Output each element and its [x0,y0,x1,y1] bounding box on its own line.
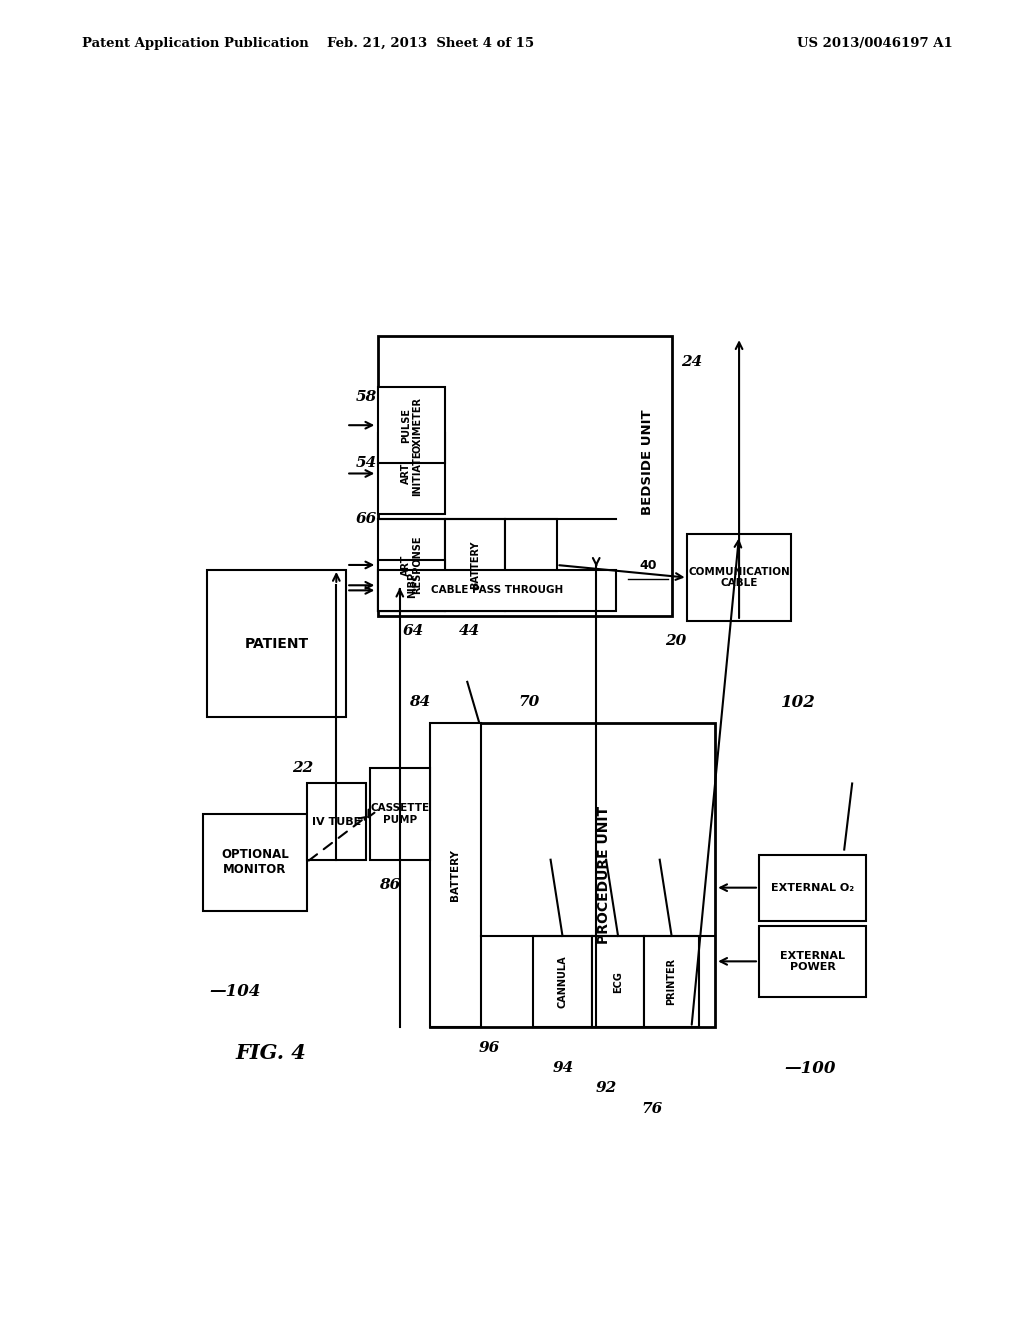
Text: ECG: ECG [613,970,623,993]
Bar [687,535,791,620]
Bar [505,519,557,611]
Text: 86: 86 [379,878,400,892]
Bar [378,433,445,515]
Text: EXTERNAL
POWER: EXTERNAL POWER [780,950,845,972]
Text: CABLE PASS THROUGH: CABLE PASS THROUGH [431,585,563,595]
Text: 94: 94 [552,1061,573,1074]
Text: 66: 66 [355,512,377,527]
Text: US 2013/0046197 A1: US 2013/0046197 A1 [797,37,952,50]
Text: PRINTER: PRINTER [667,958,677,1006]
Text: COMMUNICATION
CABLE: COMMUNICATION CABLE [688,566,790,589]
Text: 44: 44 [459,624,480,638]
Text: OPTIONAL
MONITOR: OPTIONAL MONITOR [221,849,289,876]
Text: 76: 76 [641,1102,663,1115]
Bar [445,519,505,611]
Bar [532,936,592,1027]
Text: FIG. 4: FIG. 4 [236,1043,306,1063]
Bar [207,570,346,718]
Text: 54: 54 [355,457,377,470]
Text: 64: 64 [403,624,424,638]
Bar [378,560,445,611]
Text: 58: 58 [355,391,377,404]
Bar [592,936,644,1027]
Text: 102: 102 [781,694,816,710]
Text: PROCEDURE UNIT: PROCEDURE UNIT [597,807,611,944]
Text: CANNULA: CANNULA [557,956,567,1008]
Text: 84: 84 [410,696,431,709]
Text: NIBP: NIBP [407,573,417,598]
Text: PULSE
OXIMETER: PULSE OXIMETER [401,397,423,453]
Text: 20: 20 [665,634,686,648]
Text: —104: —104 [209,983,261,1001]
Text: EXTERNAL O₂: EXTERNAL O₂ [771,883,854,892]
Text: BATTERY: BATTERY [451,849,461,900]
Bar [644,936,699,1027]
Bar [759,854,866,921]
Bar [204,814,306,911]
Text: IV TUBE: IV TUBE [311,817,360,826]
Bar [378,570,616,611]
Text: 24: 24 [681,355,702,368]
Bar [378,387,445,463]
Bar [378,519,445,611]
Text: ART
INITIATE: ART INITIATE [401,450,423,496]
Text: 92: 92 [596,1081,617,1096]
Bar [430,722,715,1027]
Text: BATTERY: BATTERY [470,541,480,589]
Text: ART
RESPONSE: ART RESPONSE [401,536,423,594]
Text: —100: —100 [784,1060,837,1077]
Text: BEDSIDE UNIT: BEDSIDE UNIT [641,409,654,515]
Text: Feb. 21, 2013  Sheet 4 of 15: Feb. 21, 2013 Sheet 4 of 15 [327,37,534,50]
Text: 22: 22 [292,762,313,775]
Text: PATIENT: PATIENT [245,636,309,651]
Bar [306,784,367,859]
Bar [370,768,430,859]
Text: CASSETTE
PUMP: CASSETTE PUMP [371,803,429,825]
Bar [378,337,672,615]
Bar [759,925,866,997]
Text: 40: 40 [639,558,656,572]
Text: 96: 96 [478,1040,500,1055]
Bar [430,722,481,1027]
Text: Patent Application Publication: Patent Application Publication [82,37,308,50]
Text: 70: 70 [518,696,540,709]
